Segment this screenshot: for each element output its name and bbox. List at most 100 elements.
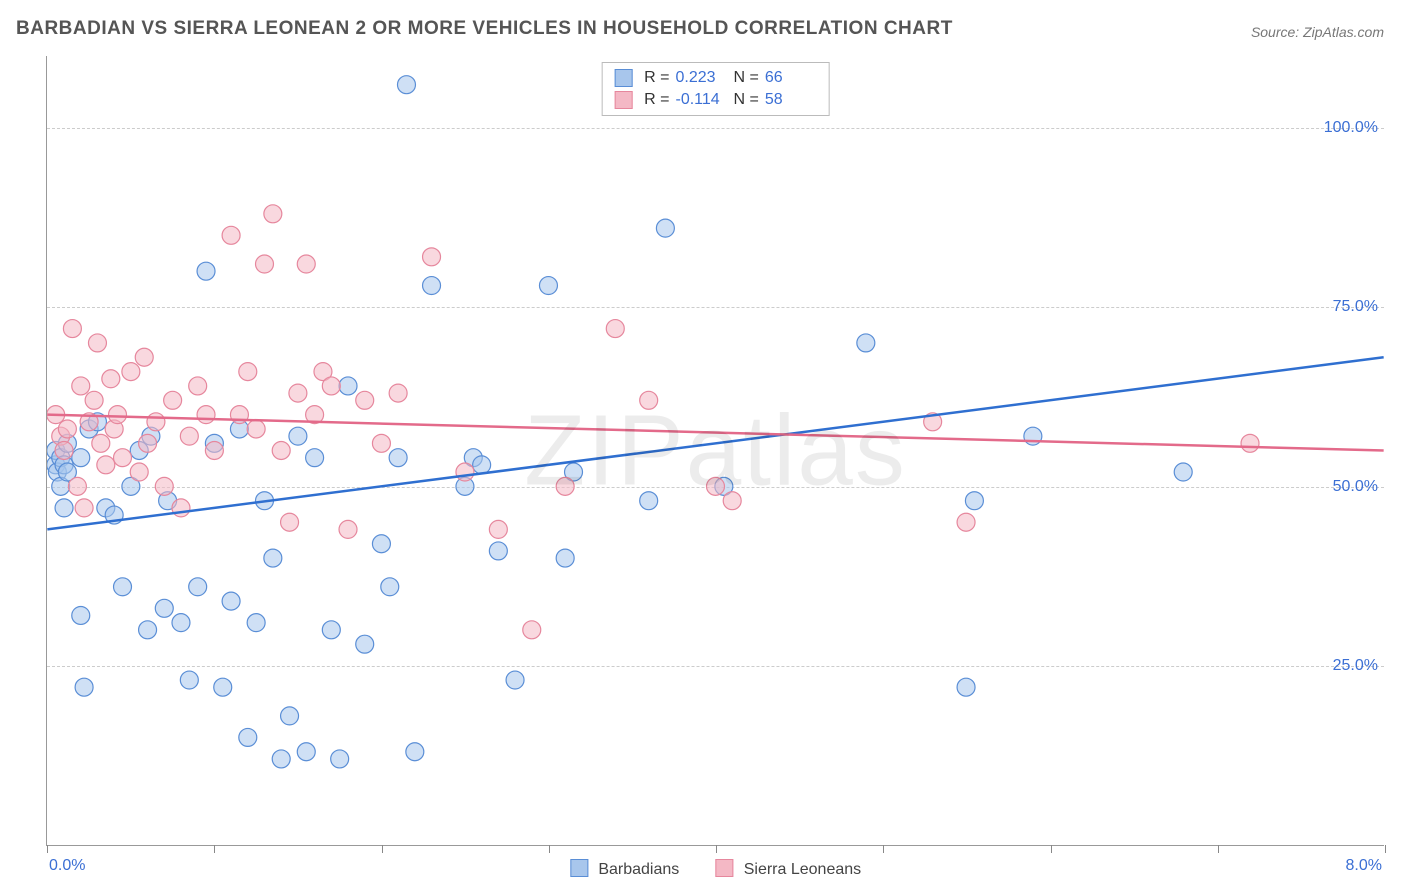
scatter-point	[281, 513, 299, 531]
x-tick-label: 0.0%	[49, 857, 85, 875]
legend-item-series1: Barbadians	[570, 859, 679, 879]
legend-swatch-icon	[715, 859, 733, 877]
scatter-point	[965, 492, 983, 510]
scatter-point	[506, 671, 524, 689]
scatter-point	[155, 599, 173, 617]
scatter-point	[155, 477, 173, 495]
legend-label-series1: Barbadians	[598, 861, 679, 878]
scatter-point	[189, 578, 207, 596]
scatter-point	[172, 614, 190, 632]
scatter-point	[606, 320, 624, 338]
x-tick	[47, 845, 48, 853]
scatter-point	[556, 477, 574, 495]
scatter-point	[389, 449, 407, 467]
scatter-point	[164, 391, 182, 409]
scatter-point	[372, 535, 390, 553]
scatter-point	[222, 592, 240, 610]
scatter-point	[197, 262, 215, 280]
scatter-point	[957, 513, 975, 531]
scatter-point	[139, 434, 157, 452]
scatter-point	[423, 248, 441, 266]
scatter-point	[297, 255, 315, 273]
x-tick	[1051, 845, 1052, 853]
scatter-point	[1174, 463, 1192, 481]
scatter-point	[102, 370, 120, 388]
legend-label-series2: Sierra Leoneans	[744, 861, 861, 878]
scatter-point	[114, 578, 132, 596]
scatter-point	[130, 463, 148, 481]
scatter-point	[88, 334, 106, 352]
n-label: N =	[734, 69, 759, 87]
scatter-point	[85, 391, 103, 409]
scatter-point	[264, 549, 282, 567]
x-tick	[716, 845, 717, 853]
scatter-point	[264, 205, 282, 223]
scatter-point	[539, 277, 557, 295]
scatter-point	[147, 413, 165, 431]
scatter-point	[640, 391, 658, 409]
scatter-point	[58, 420, 76, 438]
scatter-point	[72, 377, 90, 395]
scatter-point	[322, 377, 340, 395]
n-value-series1: 66	[765, 69, 817, 87]
n-label: N =	[734, 91, 759, 109]
scatter-point	[281, 707, 299, 725]
chart-title: BARBADIAN VS SIERRA LEONEAN 2 OR MORE VE…	[16, 18, 953, 40]
scatter-point	[72, 606, 90, 624]
scatter-point	[289, 384, 307, 402]
scatter-point	[135, 348, 153, 366]
scatter-point	[97, 456, 115, 474]
scatter-point	[356, 391, 374, 409]
correlation-legend: R = 0.223 N = 66 R = -0.114 N = 58	[601, 62, 830, 116]
r-value-series2: -0.114	[676, 91, 728, 109]
scatter-point	[297, 743, 315, 761]
scatter-point	[72, 449, 90, 467]
legend-row-series2: R = -0.114 N = 58	[614, 89, 817, 111]
legend-swatch-series2	[614, 91, 632, 109]
scatter-point	[473, 456, 491, 474]
x-tick	[1385, 845, 1386, 853]
scatter-point	[707, 477, 725, 495]
x-tick-label: 8.0%	[1346, 857, 1382, 875]
scatter-point	[857, 334, 875, 352]
legend-swatch-series1	[614, 69, 632, 87]
scatter-point	[489, 542, 507, 560]
scatter-svg	[47, 56, 1384, 845]
scatter-point	[75, 499, 93, 517]
scatter-point	[339, 377, 357, 395]
chart-plot-area: ZIPatlas R = 0.223 N = 66 R = -0.114 N =…	[46, 56, 1384, 846]
scatter-point	[114, 449, 132, 467]
scatter-point	[656, 219, 674, 237]
scatter-point	[456, 463, 474, 481]
scatter-point	[247, 614, 265, 632]
scatter-point	[205, 442, 223, 460]
x-tick	[883, 845, 884, 853]
scatter-point	[723, 492, 741, 510]
scatter-point	[381, 578, 399, 596]
scatter-point	[272, 442, 290, 460]
x-tick	[549, 845, 550, 853]
scatter-point	[556, 549, 574, 567]
r-label: R =	[644, 69, 669, 87]
scatter-point	[306, 449, 324, 467]
scatter-point	[523, 621, 541, 639]
scatter-point	[289, 427, 307, 445]
scatter-point	[139, 621, 157, 639]
scatter-point	[55, 499, 73, 517]
scatter-point	[197, 406, 215, 424]
scatter-point	[406, 743, 424, 761]
scatter-point	[957, 678, 975, 696]
r-value-series1: 0.223	[676, 69, 728, 87]
scatter-point	[55, 442, 73, 460]
series-legend: Barbadians Sierra Leoneans	[570, 859, 861, 879]
scatter-point	[239, 728, 257, 746]
scatter-point	[247, 420, 265, 438]
scatter-point	[339, 520, 357, 538]
legend-item-series2: Sierra Leoneans	[715, 859, 861, 879]
scatter-point	[109, 406, 127, 424]
scatter-point	[180, 427, 198, 445]
scatter-point	[356, 635, 374, 653]
scatter-point	[397, 76, 415, 94]
scatter-point	[331, 750, 349, 768]
scatter-point	[239, 363, 257, 381]
